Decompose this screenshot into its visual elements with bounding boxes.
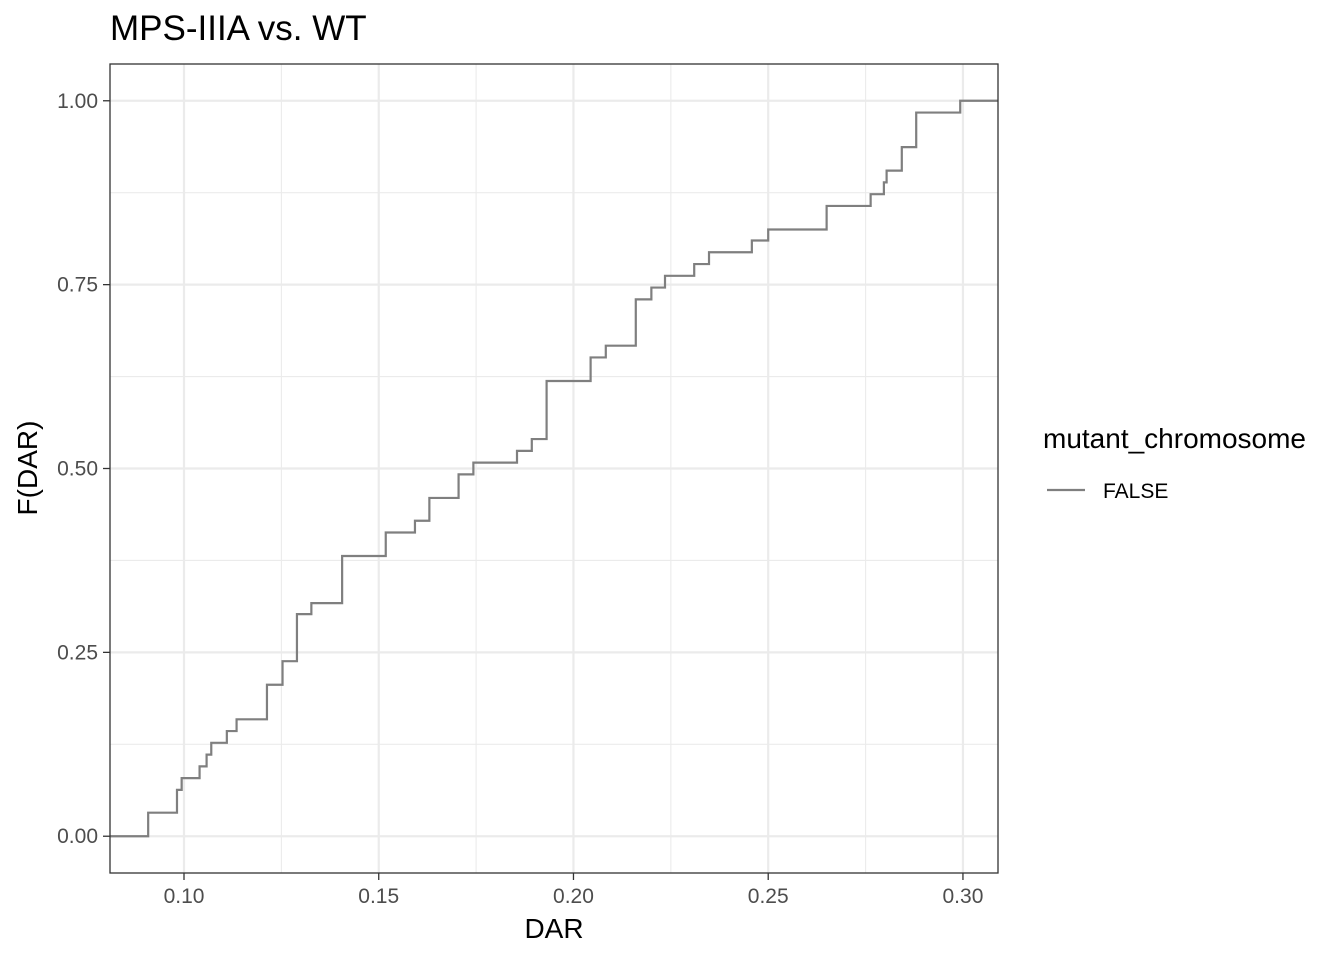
- y-tick-label: 0.75: [57, 274, 98, 297]
- chart-title: MPS-IIIA vs. WT: [110, 9, 367, 48]
- y-tick-label: 0.25: [57, 641, 98, 664]
- minor-gridlines: [110, 64, 998, 873]
- y-tick-label: 0.00: [57, 825, 98, 848]
- legend-label-false: FALSE: [1103, 480, 1168, 503]
- y-tick-label: 1.00: [57, 90, 98, 113]
- ecdf-line-false: [110, 99, 998, 838]
- y-tick-label: 0.50: [57, 458, 98, 481]
- x-tick-label: 0.20: [553, 885, 594, 908]
- x-axis-title: DAR: [524, 913, 583, 944]
- legend: mutant_chromosome FALSE: [1043, 423, 1306, 503]
- x-tick-label: 0.15: [358, 885, 399, 908]
- major-gridlines: [110, 64, 998, 873]
- x-tick-label: 0.10: [164, 885, 205, 908]
- x-axis: 0.10 0.15 0.20 0.25 0.30: [164, 873, 984, 908]
- y-axis: 0.00 0.25 0.50 0.75 1.00: [57, 90, 110, 848]
- x-tick-label: 0.30: [943, 885, 984, 908]
- y-axis-title: F(DAR): [12, 421, 43, 516]
- legend-title: mutant_chromosome: [1043, 423, 1306, 454]
- x-tick-label: 0.25: [748, 885, 789, 908]
- series-layer: [110, 99, 998, 838]
